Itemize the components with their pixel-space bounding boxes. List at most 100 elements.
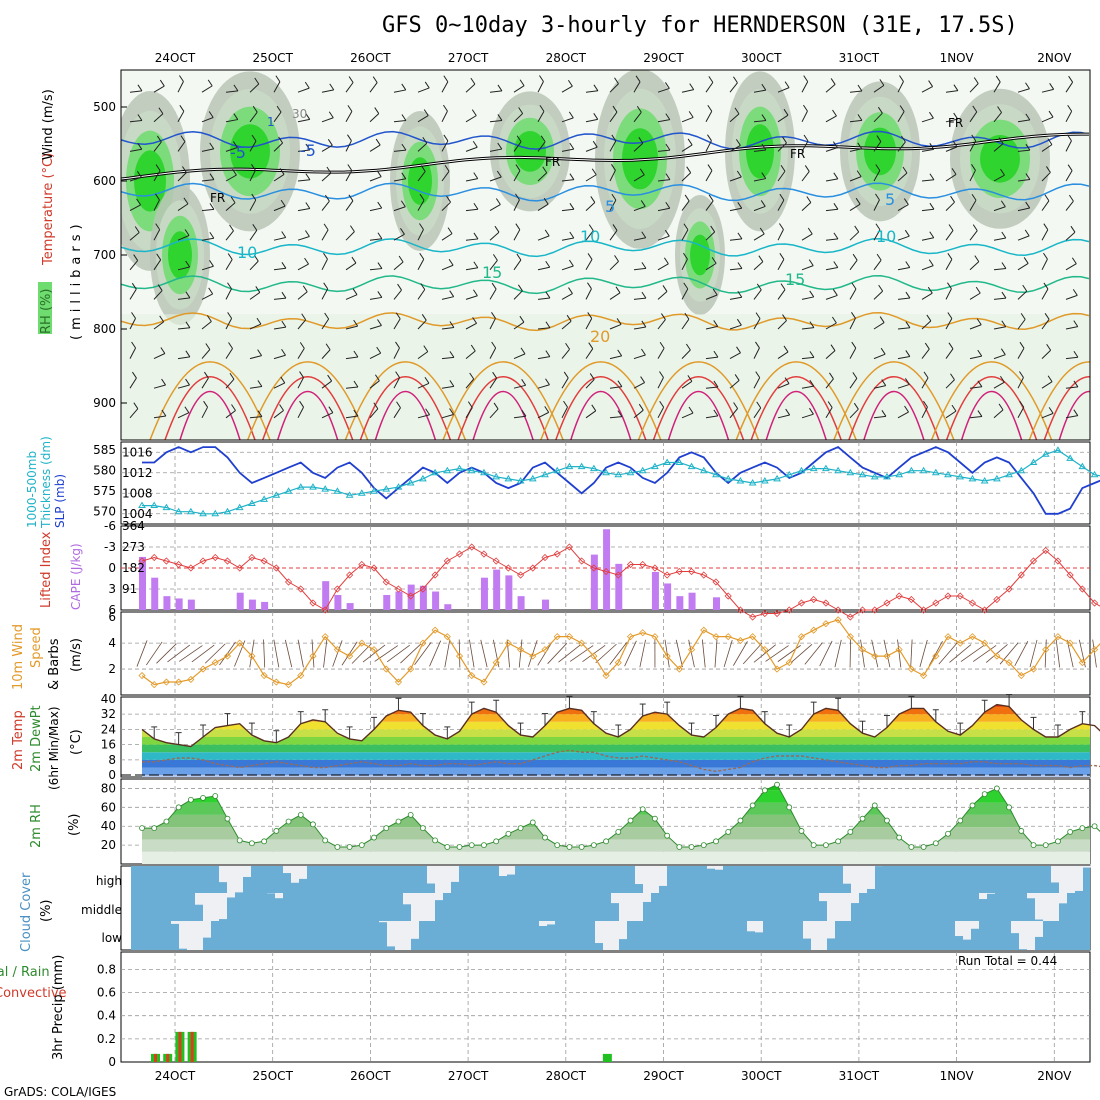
wind-barb-flag xyxy=(998,403,1004,411)
wind-barb xyxy=(417,171,426,182)
wind-barb-flag xyxy=(233,113,239,120)
wind-barb-flag xyxy=(276,105,282,113)
wind-barb xyxy=(153,229,161,241)
wind-speed-marker xyxy=(236,639,244,647)
wind-barb xyxy=(225,174,237,182)
wind-barb-flag xyxy=(611,193,617,201)
cloud-gap xyxy=(659,866,667,886)
wind-barb-flag xyxy=(947,253,953,260)
lifted-index-marker xyxy=(150,553,158,562)
precip-convective-bar xyxy=(178,1031,182,1062)
thickness-marker xyxy=(174,507,183,515)
rh-marker xyxy=(261,838,268,845)
wind-barb xyxy=(1065,81,1074,93)
wind-barb xyxy=(849,176,862,182)
wind-speed-marker xyxy=(895,646,903,654)
lifted-index-line xyxy=(141,546,1100,618)
rh-marker xyxy=(481,842,487,849)
rh-marker xyxy=(285,818,292,825)
wind-barb-10m xyxy=(1092,639,1097,668)
thickness-marker xyxy=(675,458,684,465)
wind-barb xyxy=(513,170,521,182)
cloud-gap xyxy=(971,921,979,929)
lifted-index-marker xyxy=(907,595,915,604)
wind-barb xyxy=(1041,412,1054,419)
wind-barb xyxy=(849,408,859,419)
lifted-index-marker xyxy=(712,578,720,586)
wind-barb-flag xyxy=(137,114,143,121)
lifted-index-marker xyxy=(309,599,317,607)
wind-barb-flag xyxy=(377,319,382,326)
wind-barb-flag xyxy=(353,319,359,327)
wind-barb-flag xyxy=(232,168,237,176)
cloud-gap xyxy=(435,893,443,901)
wind-barb xyxy=(393,377,401,389)
wind-speed-marker xyxy=(517,646,525,654)
thickness-marker xyxy=(968,474,977,482)
wind-barb-flag xyxy=(324,312,330,320)
wind-speed-line xyxy=(141,619,1100,686)
wind-barb-flag xyxy=(977,349,983,357)
wind-speed-markers xyxy=(138,616,1099,689)
rh-marker xyxy=(945,830,951,837)
wind-barb-flag xyxy=(347,105,353,112)
wind-barb-flag xyxy=(1068,75,1074,83)
rh-marker xyxy=(664,832,671,839)
wind-barb-10m xyxy=(960,645,985,662)
wind-speed-marker xyxy=(150,681,158,689)
wind-barb-flag xyxy=(281,320,287,328)
rh-marker xyxy=(542,834,548,841)
cape-bar xyxy=(688,592,696,610)
wind-barb-flag xyxy=(928,80,934,87)
wind-barb-flag xyxy=(833,261,839,268)
lifted-index-marker xyxy=(858,606,867,614)
wind-barb-flag xyxy=(207,79,213,87)
lifted-index-marker xyxy=(419,585,427,593)
wind-barb-flag xyxy=(640,376,646,383)
cloud-gap xyxy=(499,866,507,877)
cloud-gap xyxy=(619,893,627,921)
contour-label: 5 xyxy=(885,190,895,209)
thickness-marker xyxy=(919,466,928,474)
wind-barb-flag xyxy=(972,105,978,113)
surface-temperature-arch xyxy=(667,391,730,440)
wind-barb-flag xyxy=(518,107,524,114)
wind-barb xyxy=(369,176,382,182)
wind-barb-10m xyxy=(860,639,865,668)
wind-barb xyxy=(681,144,693,152)
wind-barb-flag xyxy=(491,282,497,290)
rh-marker xyxy=(407,811,414,818)
wind-barb xyxy=(465,115,477,123)
wind-barb xyxy=(945,259,953,271)
wind-barb-flag xyxy=(809,379,815,387)
wind-speed-marker xyxy=(1042,646,1050,654)
wind-barb-flag xyxy=(761,172,767,179)
wind-barb xyxy=(417,289,426,300)
wind-barb xyxy=(969,292,981,300)
cloud-gap xyxy=(1059,893,1067,904)
cloud-gap xyxy=(427,866,435,884)
wind-barb-flag xyxy=(323,223,329,231)
wind-barb-10m xyxy=(897,639,902,668)
wind-barb-flag xyxy=(183,197,189,205)
surface-temperature-arch xyxy=(246,361,369,440)
wind-barb xyxy=(465,378,475,389)
wind-barb-flag xyxy=(230,196,236,204)
wind-barb xyxy=(777,289,786,300)
wind-barb-flag xyxy=(713,380,719,388)
wind-barb-flag xyxy=(640,200,646,207)
wind-barb-flag xyxy=(614,77,619,85)
rh-marker xyxy=(774,781,780,788)
wind-barb xyxy=(729,324,742,330)
lifted-index-tick: 0 xyxy=(108,561,116,575)
wind-barb xyxy=(633,174,645,182)
wind-barb xyxy=(1065,231,1076,241)
wind-speed-marker xyxy=(346,652,354,660)
wind-barb xyxy=(369,113,380,123)
wind-barb xyxy=(633,297,646,300)
wind-barb xyxy=(393,233,405,241)
wind-speed-marker xyxy=(443,633,451,641)
wind-barb xyxy=(801,81,809,93)
rh-band xyxy=(142,814,1090,828)
wind-barb-flag xyxy=(590,196,596,203)
